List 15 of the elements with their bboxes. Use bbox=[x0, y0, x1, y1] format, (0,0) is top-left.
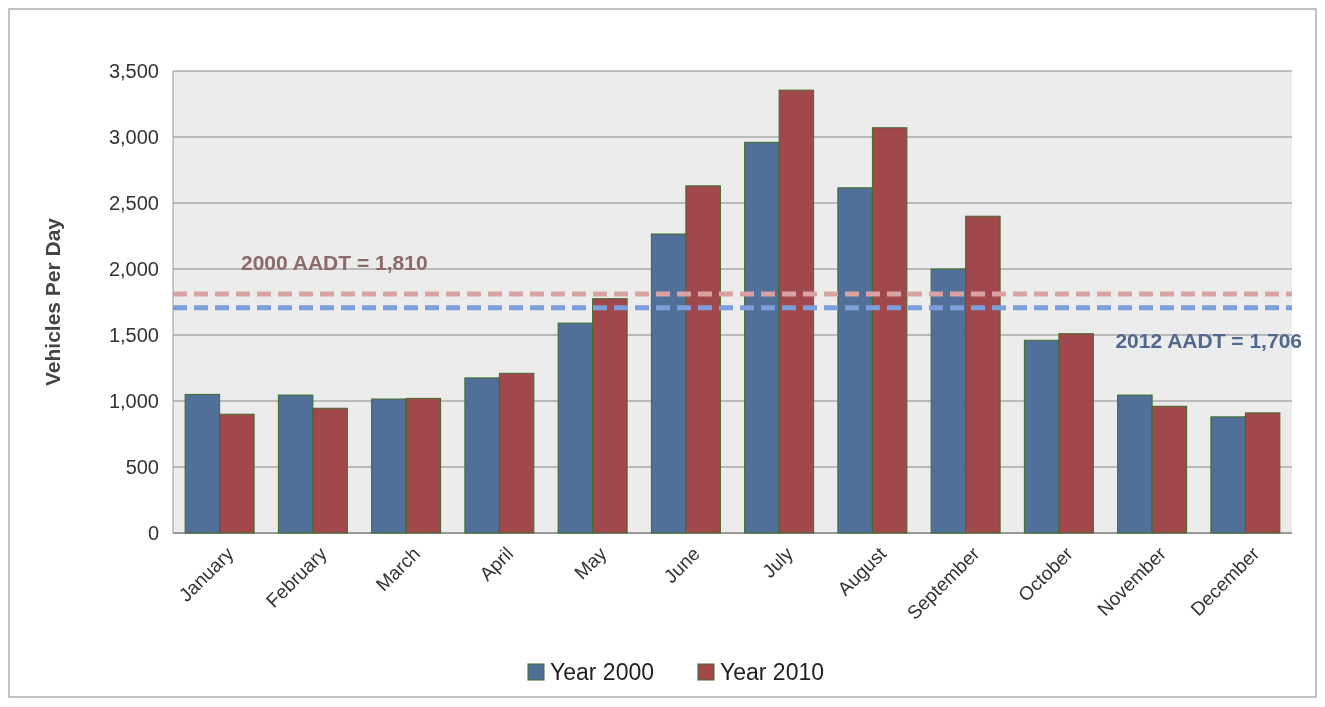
y-tick-label: 3,500 bbox=[108, 60, 159, 82]
y-tick-label: 500 bbox=[125, 456, 159, 478]
ref-line-label: 2012 AADT = 1,706 bbox=[1115, 328, 1302, 352]
y-tick-label: 3,000 bbox=[108, 126, 159, 148]
y-tick-label: 1,000 bbox=[108, 390, 159, 412]
legend-label: Year 2010 bbox=[720, 659, 825, 685]
legend-label: Year 2000 bbox=[550, 659, 655, 685]
y-tick-label: 2,000 bbox=[108, 258, 159, 280]
y-tick-label: 2,500 bbox=[108, 192, 159, 214]
ref-line-label: 2000 AADT = 1,810 bbox=[241, 251, 428, 275]
x-tick-label: May bbox=[570, 542, 611, 584]
y-tick-label: 0 bbox=[147, 522, 159, 544]
y-tick-label: 1,500 bbox=[108, 324, 159, 346]
x-tick-label: July bbox=[758, 542, 798, 582]
y-axis-title: Vehicles Per Day bbox=[41, 217, 64, 387]
